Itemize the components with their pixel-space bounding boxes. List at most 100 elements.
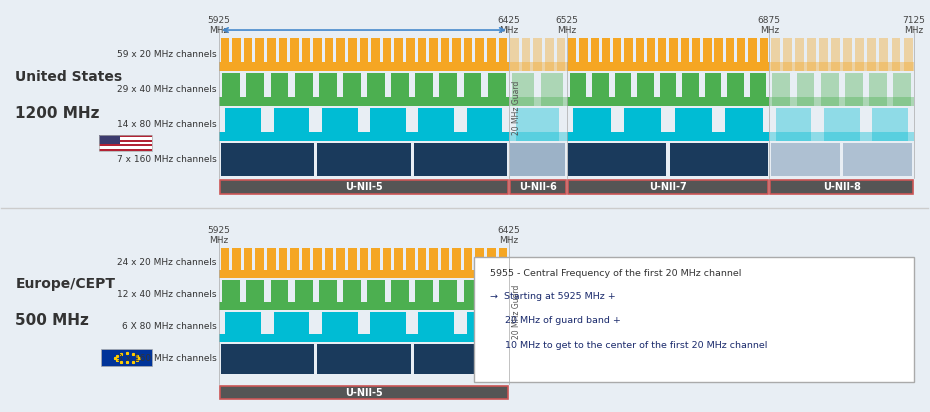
Bar [674, 108, 712, 141]
Bar [99, 142, 153, 144]
Bar [301, 248, 311, 278]
Bar [101, 349, 153, 366]
Bar [220, 38, 229, 71]
Text: 500 MHz: 500 MHz [15, 313, 89, 328]
Text: Europe/CEPT: Europe/CEPT [15, 277, 115, 291]
Bar [429, 38, 438, 71]
Bar [367, 73, 385, 106]
Bar [705, 73, 722, 106]
Bar [370, 312, 405, 342]
Bar [749, 38, 757, 71]
Bar [509, 132, 566, 141]
Bar [615, 73, 631, 106]
Bar [441, 38, 449, 71]
Bar [219, 302, 509, 310]
Bar [647, 38, 656, 71]
Bar [511, 38, 519, 71]
Bar [568, 143, 666, 176]
Bar [295, 280, 312, 310]
Text: U-NII-7: U-NII-7 [649, 182, 687, 192]
Bar [783, 38, 791, 71]
Bar [681, 38, 689, 71]
Bar [383, 38, 392, 71]
Bar [222, 280, 240, 310]
Bar [566, 62, 769, 71]
Bar [573, 108, 611, 141]
Bar [566, 97, 769, 106]
Bar [534, 38, 542, 71]
Bar [416, 280, 433, 310]
Bar [464, 248, 472, 278]
Bar [225, 108, 261, 141]
Bar [824, 108, 859, 141]
Bar [290, 248, 299, 278]
Bar [868, 38, 876, 71]
Bar [624, 108, 661, 141]
Bar [807, 38, 816, 71]
Bar [232, 38, 241, 71]
Bar [416, 73, 433, 106]
Bar [771, 38, 779, 71]
Bar [844, 73, 863, 106]
Bar [279, 38, 287, 71]
Bar [522, 38, 530, 71]
Bar [219, 132, 509, 141]
Text: 10 MHz to get to the center of the first 20 MHz channel: 10 MHz to get to the center of the first… [490, 341, 767, 350]
Bar [509, 62, 566, 71]
Text: 12 x 40 MHz channels: 12 x 40 MHz channels [117, 290, 217, 300]
Text: 6 X 80 MHz channels: 6 X 80 MHz channels [122, 323, 217, 332]
Text: 14 x 80 MHz channels: 14 x 80 MHz channels [117, 120, 217, 129]
Text: U-NII-6: U-NII-6 [519, 182, 556, 192]
Bar [670, 143, 767, 176]
Bar [370, 108, 405, 141]
Bar [541, 73, 563, 106]
Bar [670, 38, 678, 71]
FancyBboxPatch shape [220, 180, 508, 194]
Bar [769, 97, 914, 106]
Bar [414, 344, 507, 374]
Bar [394, 248, 403, 278]
Bar [337, 248, 345, 278]
Bar [893, 73, 911, 106]
Bar [392, 280, 409, 310]
Bar [256, 248, 264, 278]
Bar [512, 73, 534, 106]
Bar [692, 38, 700, 71]
Bar [566, 132, 769, 141]
Text: 5925
MHz: 5925 MHz [207, 16, 231, 35]
Bar [219, 62, 509, 71]
Bar [760, 38, 768, 71]
Bar [569, 73, 586, 106]
Bar [273, 108, 310, 141]
Bar [869, 73, 887, 106]
Bar [273, 312, 310, 342]
Bar [317, 143, 410, 176]
Bar [392, 73, 409, 106]
Bar [440, 280, 458, 310]
Bar [797, 73, 815, 106]
Bar [343, 73, 361, 106]
Bar [635, 38, 644, 71]
Bar [880, 38, 888, 71]
Bar [727, 73, 744, 106]
Bar [267, 38, 275, 71]
Bar [271, 73, 288, 106]
Bar [602, 38, 610, 71]
Bar [348, 38, 356, 71]
Bar [487, 280, 506, 310]
Bar [317, 344, 410, 374]
Bar [271, 280, 288, 310]
Text: →  Starting at 5925 MHz +: → Starting at 5925 MHz + [490, 292, 616, 301]
Bar [99, 146, 153, 149]
Bar [703, 38, 711, 71]
Bar [750, 73, 766, 106]
Text: 5955 - Central Frequency of the first 20 MHz channel: 5955 - Central Frequency of the first 20… [490, 269, 741, 279]
Bar [725, 38, 734, 71]
Bar [325, 248, 334, 278]
Text: 29 x 40 MHz channels: 29 x 40 MHz channels [117, 85, 217, 94]
Text: 6425
MHz: 6425 MHz [498, 226, 520, 245]
Bar [592, 73, 609, 106]
Bar [714, 38, 723, 71]
Bar [475, 38, 484, 71]
Bar [225, 312, 261, 342]
